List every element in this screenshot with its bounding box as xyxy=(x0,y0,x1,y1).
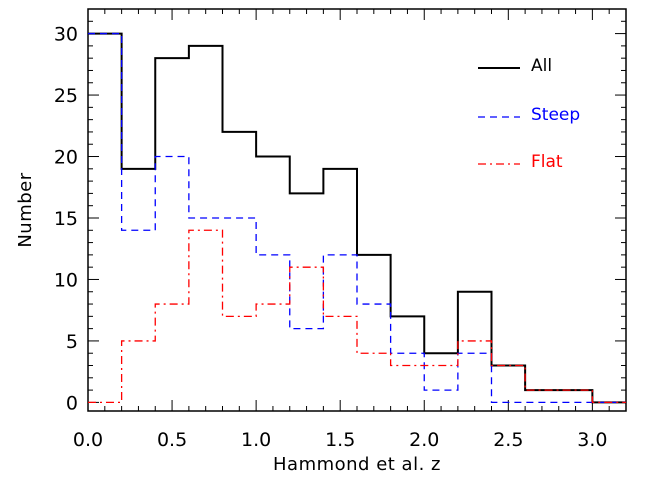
series-flat-line xyxy=(88,229,626,404)
x-tick-label: 2.0 xyxy=(409,429,439,451)
x-tick-label: 1.5 xyxy=(325,429,355,451)
x-tick-label: 0.5 xyxy=(157,429,187,451)
y-tick-label: 0 xyxy=(66,392,78,414)
series-all-line xyxy=(88,32,626,404)
y-tick-label: 5 xyxy=(66,331,78,353)
x-tick-label: 3.0 xyxy=(577,429,607,451)
y-tick-label: 10 xyxy=(54,269,78,291)
legend-flat-label: Flat xyxy=(531,152,563,172)
axis-ticks xyxy=(87,9,626,411)
y-tick-labels: 0 5 10 15 20 25 30 xyxy=(54,24,78,415)
legend-steep-label: Steep xyxy=(531,105,580,125)
x-axis-title: Hammond et al. z xyxy=(273,454,441,475)
x-tick-label: 1.0 xyxy=(241,429,271,451)
y-axis-title: Number xyxy=(15,172,36,247)
y-tick-label: 25 xyxy=(54,85,78,107)
legend-all-label: All xyxy=(531,56,552,76)
y-tick-label: 20 xyxy=(54,147,78,169)
x-tick-label: 2.5 xyxy=(493,429,523,451)
legend: All Steep Flat xyxy=(478,56,580,172)
x-tick-label: 0.0 xyxy=(73,429,103,451)
series-layer xyxy=(88,32,626,404)
y-tick-label: 15 xyxy=(54,208,78,230)
series-steep-line xyxy=(88,32,626,404)
y-tick-label: 30 xyxy=(54,24,78,46)
x-tick-labels: 0.0 0.5 1.0 1.5 2.0 2.5 3.0 xyxy=(73,429,608,451)
